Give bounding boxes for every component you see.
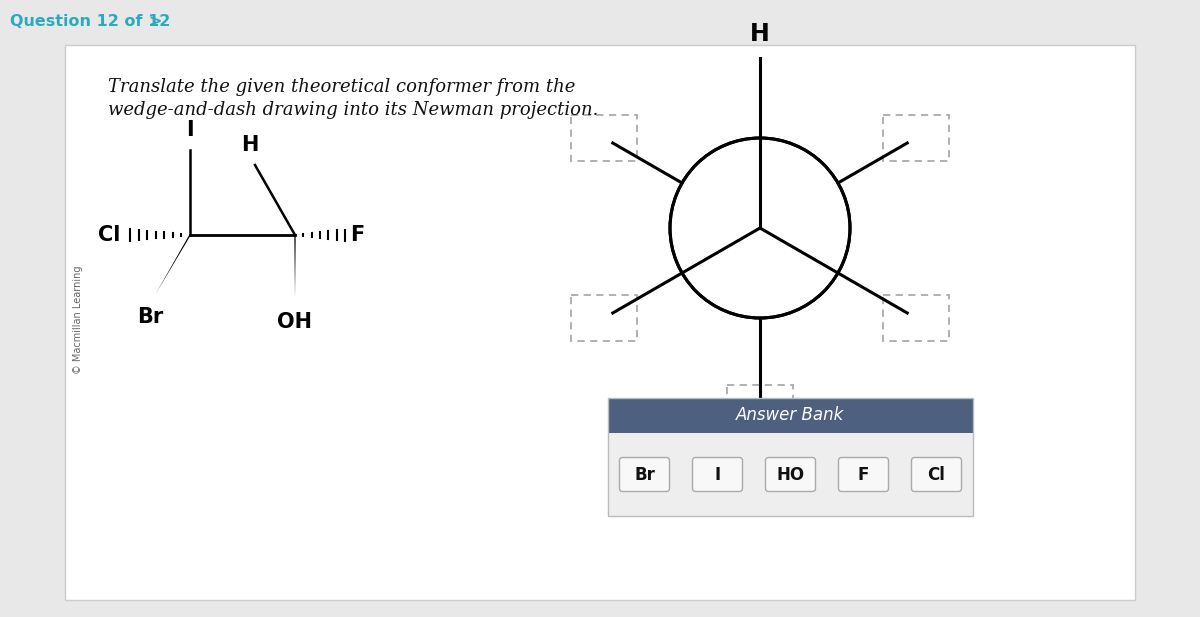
- Text: Br: Br: [137, 307, 163, 327]
- Text: >: >: [148, 15, 162, 30]
- FancyBboxPatch shape: [65, 45, 1135, 600]
- Text: Answer Bank: Answer Bank: [737, 407, 845, 424]
- FancyBboxPatch shape: [766, 457, 816, 492]
- FancyBboxPatch shape: [839, 457, 888, 492]
- Text: Question 12 of 12: Question 12 of 12: [10, 15, 170, 30]
- FancyBboxPatch shape: [692, 457, 743, 492]
- FancyBboxPatch shape: [727, 385, 793, 431]
- Text: F: F: [350, 225, 365, 245]
- Text: Cl: Cl: [928, 465, 946, 484]
- FancyBboxPatch shape: [608, 433, 973, 516]
- Polygon shape: [294, 235, 295, 298]
- Text: H: H: [750, 22, 770, 46]
- FancyBboxPatch shape: [571, 295, 637, 341]
- FancyBboxPatch shape: [619, 457, 670, 492]
- FancyBboxPatch shape: [883, 295, 949, 341]
- Text: Cl: Cl: [97, 225, 120, 245]
- Text: I: I: [714, 465, 720, 484]
- Text: Br: Br: [634, 465, 655, 484]
- Text: I: I: [186, 120, 194, 140]
- FancyBboxPatch shape: [608, 398, 973, 433]
- Text: H: H: [241, 135, 259, 155]
- Circle shape: [671, 139, 850, 317]
- Text: F: F: [858, 465, 869, 484]
- Text: © Macmillan Learning: © Macmillan Learning: [73, 266, 83, 375]
- FancyBboxPatch shape: [912, 457, 961, 492]
- Text: HO: HO: [776, 465, 804, 484]
- Text: OH: OH: [277, 312, 312, 332]
- Text: Translate the given theoretical conformer from the: Translate the given theoretical conforme…: [108, 78, 575, 96]
- Text: wedge-and-dash drawing into its Newman projection.: wedge-and-dash drawing into its Newman p…: [108, 101, 599, 119]
- FancyBboxPatch shape: [571, 115, 637, 161]
- FancyBboxPatch shape: [883, 115, 949, 161]
- Polygon shape: [155, 234, 191, 295]
